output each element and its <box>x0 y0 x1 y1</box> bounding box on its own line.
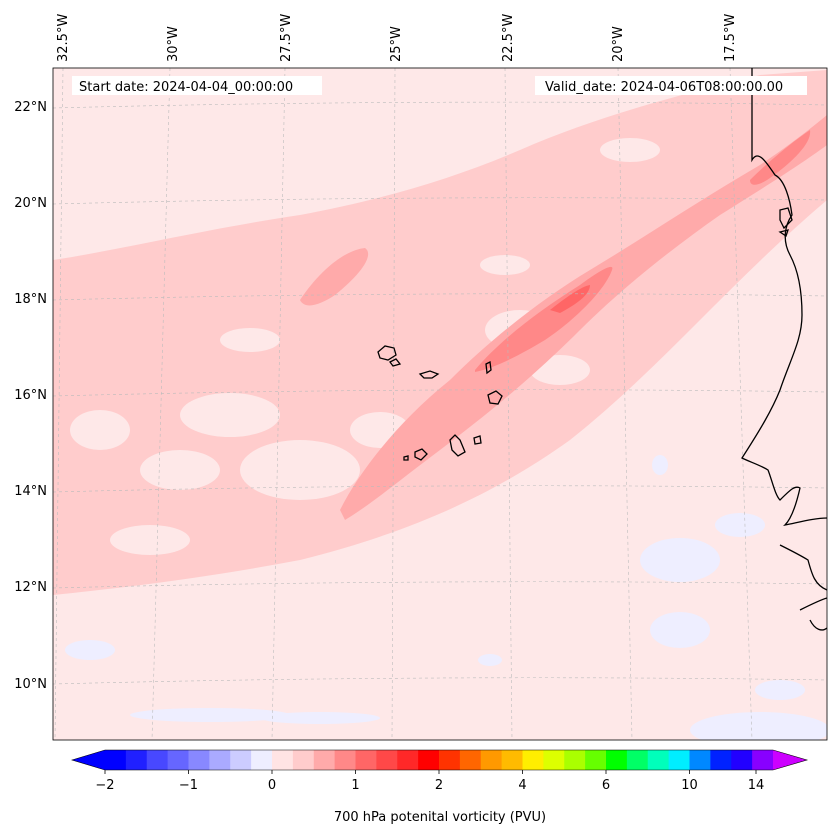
negative-pv-areas <box>65 455 827 740</box>
lat-label: 22°N <box>14 100 47 115</box>
lat-label: 14°N <box>14 484 47 499</box>
colorbar-over-arrow <box>773 750 807 770</box>
colorbar-cell <box>501 750 523 770</box>
colorbar-tick-label: 10 <box>681 778 698 793</box>
island-sal <box>485 361 492 375</box>
colorbar-cell <box>752 750 774 770</box>
island-sao-nicolau <box>418 370 440 379</box>
colorbar-cell <box>480 750 503 770</box>
lat-label: 18°N <box>14 292 47 307</box>
coastline <box>377 68 827 631</box>
colorbar-ticks: −2 −1 0 1 2 4 6 10 14 <box>95 770 764 793</box>
colorbar-cell <box>626 750 649 770</box>
coast-south <box>779 544 827 631</box>
island-santiago <box>449 434 466 457</box>
colorbar-tick-label: −2 <box>95 778 114 793</box>
colorbar-label: 700 hPa potenital vorticity (PVU) <box>334 810 546 825</box>
lon-label: 22.5°W <box>501 14 516 62</box>
colorbar-cell <box>313 750 336 770</box>
pv-field <box>53 68 827 740</box>
lat-label: 10°N <box>14 677 47 692</box>
island-sao-vicente <box>389 358 402 367</box>
pv-core-inner <box>550 285 590 313</box>
colorbar-cell <box>292 750 315 770</box>
lon-label: 32.5°W <box>56 14 71 62</box>
colorbar-tick-label: 0 <box>268 778 276 793</box>
colorbar-cell <box>376 750 398 770</box>
colorbar-under-arrow <box>72 750 105 770</box>
colorbar-tick-label: 6 <box>602 778 610 793</box>
colorbar-cell <box>397 750 419 770</box>
lat-label: 12°N <box>14 580 47 595</box>
colorbar-cell <box>146 750 169 770</box>
colorbar-tick-label: 2 <box>435 778 443 793</box>
graticule <box>53 68 827 740</box>
lat-label: 20°N <box>14 196 47 211</box>
lon-label: 20°W <box>611 26 626 62</box>
colorbar-cell <box>668 750 690 770</box>
colorbar-cell <box>125 750 148 770</box>
colorbar-cell <box>459 750 482 770</box>
pv-core-north <box>750 130 811 185</box>
colorbar-cell <box>543 750 565 770</box>
lat-label: 16°N <box>14 388 47 403</box>
colorbar-tick-label: 14 <box>748 778 765 793</box>
colorbar-cell <box>585 750 607 770</box>
colorbar-cell <box>188 750 210 770</box>
longitude-labels: 32.5°W 30°W 27.5°W 25°W 22.5°W 20°W 17.5… <box>56 14 738 62</box>
island-boa-vista <box>487 390 503 405</box>
island-santo-antao <box>377 345 397 361</box>
valid-date-label: Valid_date: 2024-04-06T08:00:00.00 <box>545 80 783 95</box>
colorbar-tick-label: −1 <box>179 778 198 793</box>
map-frame <box>52 67 828 741</box>
colorbar-cell <box>355 750 377 770</box>
colorbar-cell <box>272 750 294 770</box>
colorbar-cell <box>564 750 586 770</box>
colorbar-cell <box>251 750 273 770</box>
colorbar-cell <box>105 750 127 770</box>
colorbar-tick-label: 4 <box>518 778 526 793</box>
africa-coast <box>741 68 827 527</box>
pv-band-medium <box>340 115 827 520</box>
colorbar-cells <box>105 750 774 770</box>
island-fogo <box>414 448 428 461</box>
colorbar-cell <box>209 750 231 770</box>
lon-label: 30°W <box>166 26 181 62</box>
colorbar-cell <box>167 750 189 770</box>
colorbar-cell <box>731 750 753 770</box>
pv-band-medium-west <box>300 248 369 306</box>
start-date-label: Start date: 2024-04-04_00:00:00 <box>79 80 293 95</box>
colorbar-cell <box>689 750 711 770</box>
colorbar: −2 −1 0 1 2 4 6 10 14 700 hPa potenital vorticit… <box>70 749 809 825</box>
colorbar-cell <box>334 750 356 770</box>
coast-islets <box>778 207 793 238</box>
lon-label: 17.5°W <box>723 14 738 62</box>
island-brava <box>403 455 409 461</box>
colorbar-cell <box>710 750 732 770</box>
latitude-labels: 22°N 20°N 18°N 16°N 14°N 12°N 10°N <box>14 100 47 692</box>
lon-label: 25°W <box>389 26 404 62</box>
valid-date-box <box>535 76 807 95</box>
colorbar-cell <box>439 750 461 770</box>
colorbar-cell <box>418 750 440 770</box>
colorbar-tick-label: 1 <box>351 778 359 793</box>
island-maio <box>473 435 482 445</box>
lon-label: 27.5°W <box>279 14 294 62</box>
colorbar-cell <box>230 750 252 770</box>
colorbar-cell <box>606 750 628 770</box>
start-date-box <box>72 76 322 95</box>
colorbar-cell <box>522 750 544 770</box>
colorbar-cell <box>647 750 670 770</box>
